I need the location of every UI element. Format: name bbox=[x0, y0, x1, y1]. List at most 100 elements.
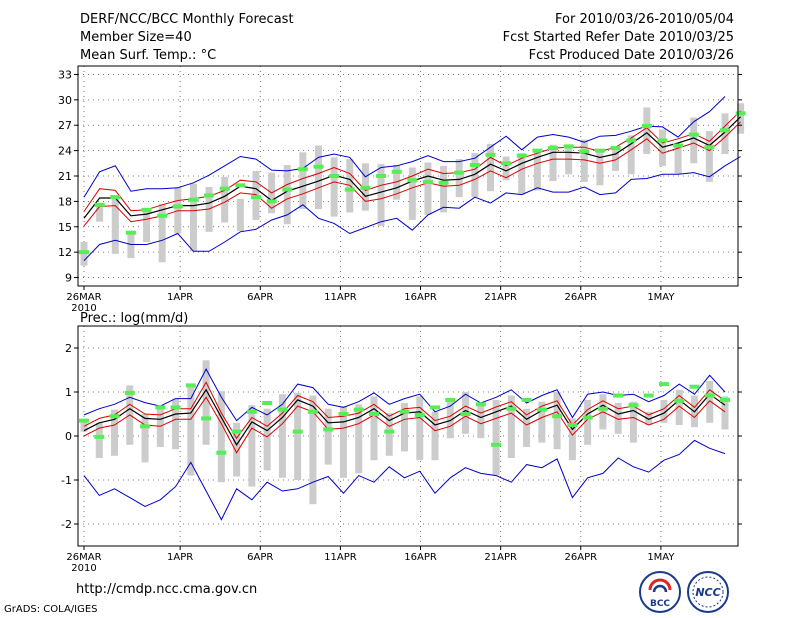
x-tick-label: 26APR bbox=[565, 292, 598, 303]
observed-marker bbox=[216, 450, 227, 455]
grads-credit: GrADS: COLA/IGES bbox=[4, 604, 98, 615]
observed-marker bbox=[246, 409, 257, 414]
observed-marker bbox=[262, 401, 273, 405]
observed-marker bbox=[430, 405, 441, 410]
observed-marker bbox=[610, 146, 621, 151]
chart-panel-prec: Prec.: log(mm/d) -2 -1 0 1 2 26MAR 1APR 6APR 11AP… bbox=[61, 311, 742, 574]
range-bar bbox=[416, 396, 424, 461]
range-bar bbox=[309, 395, 317, 505]
observed-marker bbox=[414, 412, 425, 417]
observed-marker bbox=[141, 207, 152, 212]
observed-marker bbox=[282, 187, 293, 192]
observed-marker bbox=[688, 132, 699, 137]
range-bar bbox=[236, 198, 244, 231]
range-bar bbox=[502, 156, 510, 181]
observed-marker bbox=[338, 412, 349, 416]
range-bar bbox=[492, 399, 500, 476]
y-tick-label: 18 bbox=[58, 195, 72, 208]
observed-marker bbox=[582, 415, 593, 420]
observed-marker bbox=[720, 128, 730, 133]
observed-marker bbox=[94, 202, 105, 207]
range-bar bbox=[408, 167, 416, 220]
range-bar bbox=[568, 418, 576, 461]
range-bar bbox=[518, 153, 526, 195]
x-tick-label: 21APR bbox=[484, 552, 517, 563]
observed-marker bbox=[399, 409, 410, 414]
range-bar bbox=[217, 391, 225, 483]
observed-marker bbox=[185, 383, 196, 388]
observed-marker bbox=[376, 174, 387, 178]
range-bar bbox=[643, 107, 651, 154]
bcc-logo-text: BCC bbox=[650, 599, 670, 609]
observed-marker bbox=[689, 384, 700, 389]
observed-marker bbox=[313, 164, 324, 169]
observed-marker bbox=[445, 397, 456, 402]
observed-marker bbox=[673, 143, 684, 148]
range-bar bbox=[706, 381, 714, 423]
observed-marker bbox=[579, 149, 590, 154]
x-tick-label: 26APR bbox=[565, 552, 598, 563]
observed-marker bbox=[567, 423, 578, 427]
x-tick-label: 6APR bbox=[247, 292, 273, 303]
observed-marker bbox=[506, 406, 517, 411]
chart-panel-temp: 9 12 15 18 21 24 27 30 33 26MAR 1APR 6APR 11APR 16APR… bbox=[58, 65, 746, 314]
x-tick-label: 6APR bbox=[247, 552, 273, 563]
observed-marker bbox=[201, 416, 212, 421]
observed-marker bbox=[563, 144, 574, 149]
range-bar bbox=[263, 408, 271, 471]
x-tick-label: 16APR bbox=[404, 292, 437, 303]
observed-marker bbox=[292, 429, 303, 434]
forecast-period: For 2010/03/26-2010/05/04 bbox=[555, 12, 734, 27]
observed-marker bbox=[250, 195, 261, 200]
observed-marker bbox=[475, 402, 486, 407]
observed-marker bbox=[172, 204, 183, 209]
observed-marker bbox=[360, 185, 371, 190]
website-url[interactable]: http://cmdp.ncc.cma.gov.cn bbox=[76, 582, 258, 597]
observed-marker bbox=[329, 174, 340, 178]
observed-marker bbox=[391, 169, 402, 174]
range-bar bbox=[477, 403, 485, 439]
ncc-logo-text: NCC bbox=[695, 586, 720, 599]
range-bar bbox=[127, 232, 135, 259]
observed-marker bbox=[204, 193, 215, 198]
range-bar bbox=[533, 150, 541, 191]
range-bar bbox=[627, 135, 635, 175]
series-min-line bbox=[83, 156, 741, 261]
observed-marker bbox=[125, 230, 136, 235]
range-bar bbox=[299, 152, 307, 209]
range-bar bbox=[675, 389, 683, 425]
observed-marker bbox=[597, 406, 608, 411]
range-bar bbox=[549, 144, 557, 182]
observed-marker bbox=[548, 146, 559, 151]
observed-marker bbox=[628, 403, 639, 408]
range-bar bbox=[283, 165, 291, 225]
range-bar bbox=[141, 414, 149, 463]
range-bar bbox=[172, 398, 180, 450]
x-tick-label: 21APR bbox=[484, 292, 517, 303]
range-bar bbox=[330, 157, 338, 217]
range-bar bbox=[705, 131, 713, 182]
observed-marker bbox=[613, 393, 624, 398]
title-line-3: Mean Surf. Temp.: °C bbox=[80, 48, 217, 63]
observed-marker bbox=[626, 138, 637, 143]
observed-marker bbox=[438, 180, 449, 185]
range-bar bbox=[471, 153, 479, 198]
observed-marker bbox=[674, 398, 685, 403]
observed-marker bbox=[485, 152, 496, 157]
y-tick-label: 30 bbox=[58, 94, 72, 107]
range-bar bbox=[189, 183, 197, 252]
bcc-logo: BCC bbox=[638, 570, 682, 614]
range-bar bbox=[401, 403, 408, 452]
observed-marker bbox=[155, 405, 166, 410]
range-bar bbox=[95, 422, 103, 458]
observed-marker bbox=[124, 390, 135, 395]
panel-title: Prec.: log(mm/d) bbox=[80, 311, 188, 326]
observed-marker bbox=[157, 213, 168, 218]
y-tick-label: -1 bbox=[61, 474, 72, 487]
series-lower-line bbox=[83, 121, 741, 227]
x-tick-label: 16APR bbox=[404, 552, 437, 563]
range-bar bbox=[248, 405, 256, 487]
observed-marker bbox=[594, 148, 605, 153]
x-year-label: 2010 bbox=[71, 303, 96, 314]
observed-marker bbox=[704, 393, 715, 398]
